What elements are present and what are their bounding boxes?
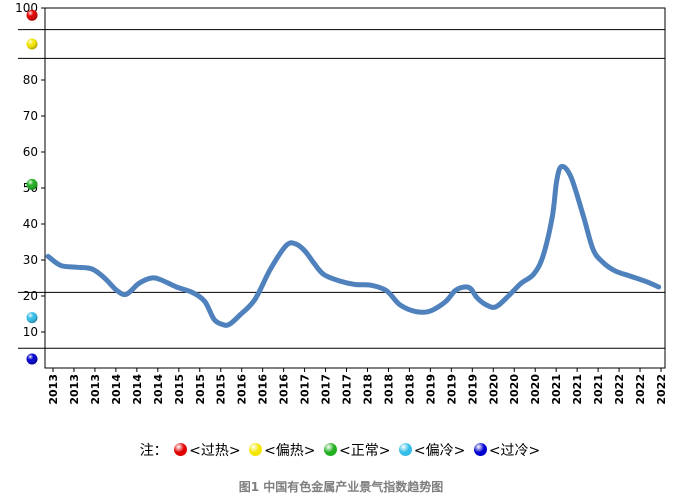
legend-dot-icon xyxy=(174,443,188,456)
y-tick-label: 20 xyxy=(23,289,38,303)
x-tick-label: 2015 xyxy=(173,374,186,405)
y-tick-label: 30 xyxy=(23,253,38,267)
legend-dot-icon xyxy=(323,443,337,456)
x-tick-label: 2014 xyxy=(110,374,123,405)
x-tick-label: 2022 xyxy=(634,374,647,405)
legend-item-normal: <正常> xyxy=(323,440,390,460)
zone-marker-highlight xyxy=(26,353,38,365)
line-chart: 1020304050607080100 20132013201320142014… xyxy=(15,1,668,405)
x-tick-label: 2017 xyxy=(320,374,333,405)
y-tick-label: 40 xyxy=(23,217,38,231)
zone-marker-highlight xyxy=(26,178,38,190)
legend-dot-icon xyxy=(398,443,412,456)
y-tick-label: 70 xyxy=(23,109,38,123)
x-axis: 2013 2013 2013 2014 2014 2014 2015 2015 2015 2016… xyxy=(47,368,668,405)
x-tick-label: 2017 xyxy=(299,374,312,405)
x-tick-label: 2017 xyxy=(341,374,354,405)
y-axis: 1020304050607080100 xyxy=(15,1,45,339)
x-tick-label: 2021 xyxy=(592,374,605,405)
x-tick-label: 2013 xyxy=(89,374,102,405)
x-tick-label: 2019 xyxy=(424,374,437,405)
y-tick-label: 10 xyxy=(23,325,38,339)
zone-markers xyxy=(26,9,38,365)
x-tick-label: 2014 xyxy=(131,374,144,405)
x-tick-label: 2016 xyxy=(278,374,291,405)
zone-marker-highlight xyxy=(26,9,38,21)
x-tick-label: 2021 xyxy=(571,374,584,405)
index-line xyxy=(45,163,662,328)
x-tick-label: 2020 xyxy=(487,374,500,405)
x-tick-label: 2019 xyxy=(466,374,479,405)
zone-marker-highlight xyxy=(26,38,38,50)
x-tick-label: 2022 xyxy=(613,374,626,405)
x-tick-label: 2016 xyxy=(257,374,270,405)
x-tick-label: 2020 xyxy=(529,374,542,405)
x-tick-label: 2014 xyxy=(152,374,165,405)
legend-dot-icon xyxy=(473,443,487,456)
x-tick-label: 2018 xyxy=(361,374,374,405)
plot-frame xyxy=(44,7,666,369)
x-tick-label: 2018 xyxy=(403,374,416,405)
x-tick-label: 2020 xyxy=(508,374,521,405)
x-tick-label: 2015 xyxy=(194,374,207,405)
zone-marker-highlight xyxy=(26,312,38,324)
legend-prefix: 注： xyxy=(139,443,168,459)
legend-item-warm: <偏热> xyxy=(249,440,316,460)
x-tick-label: 2015 xyxy=(215,374,228,405)
x-tick-label: 2018 xyxy=(382,374,395,405)
legend-item-cool: <偏冷> xyxy=(398,440,465,460)
x-tick-label: 2013 xyxy=(47,374,60,405)
x-tick-label: 2013 xyxy=(68,374,81,405)
legend: 注： <过热> <偏热> <正常> <偏冷> <过冷> xyxy=(0,440,682,460)
legend-item-overcool: <过冷> xyxy=(473,440,540,460)
y-tick-label: 60 xyxy=(23,145,38,159)
x-tick-label: 2016 xyxy=(236,374,249,405)
x-tick-label: 2019 xyxy=(445,374,458,405)
legend-dot-icon xyxy=(249,443,263,456)
legend-item-overheat: <过热> xyxy=(174,440,241,460)
x-tick-label: 2021 xyxy=(550,374,563,405)
x-tick-label: 2022 xyxy=(655,374,668,405)
figure-caption: 图1 中国有色金属产业景气指数趋势图 xyxy=(238,480,444,494)
y-tick-label: 80 xyxy=(23,73,38,87)
